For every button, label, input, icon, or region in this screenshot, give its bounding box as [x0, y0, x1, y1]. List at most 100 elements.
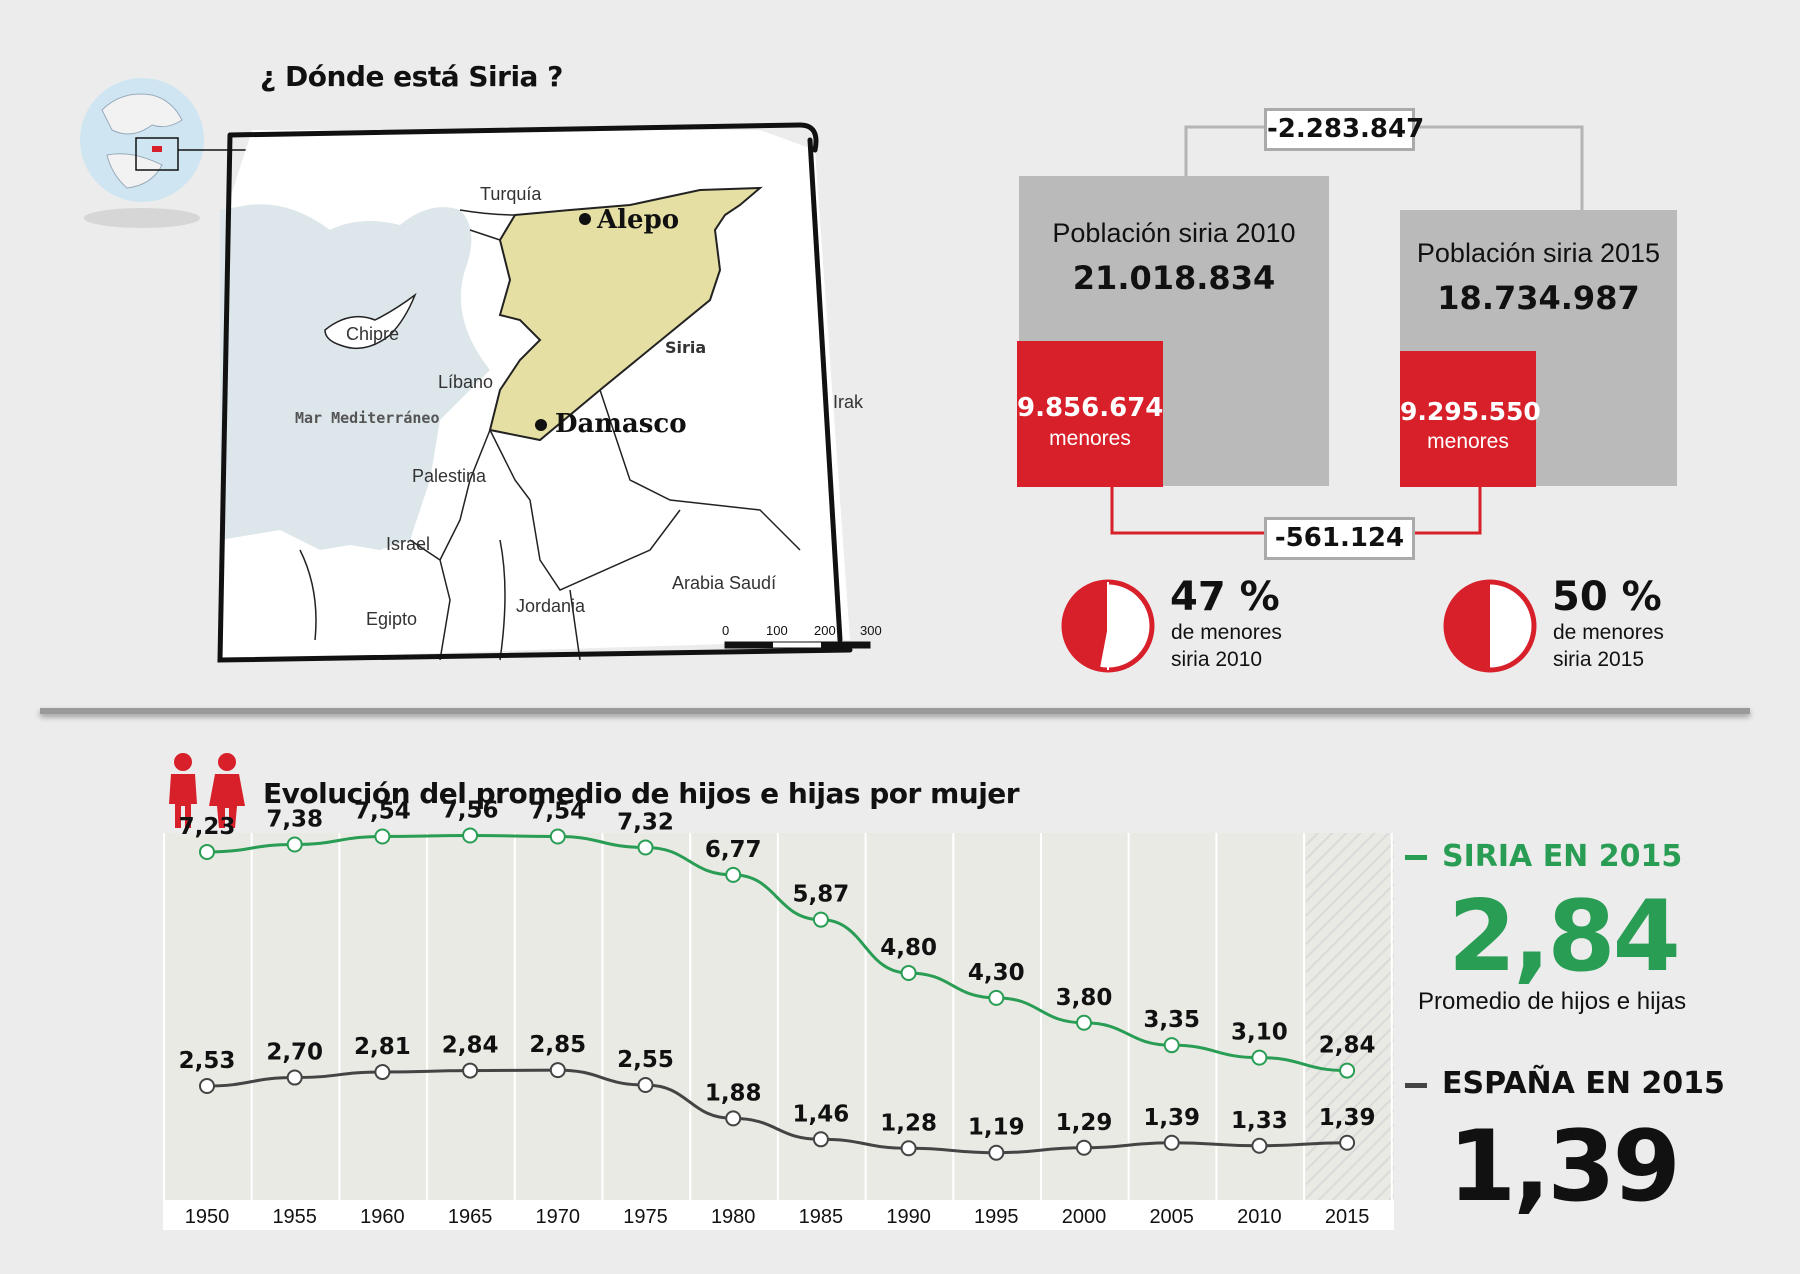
percent-2010-caption-1: de menores [1171, 621, 1282, 644]
syria-point [725, 866, 742, 883]
spain-point [462, 1062, 479, 1079]
syria-point [549, 828, 566, 845]
label-siria: Siria [665, 338, 706, 357]
percent-2010-caption-2: siria 2010 [1171, 648, 1263, 671]
map-frame [217, 122, 853, 663]
legend-spain-dash [1405, 1083, 1427, 1088]
diff-minors-box: -561.124 [1264, 517, 1415, 560]
x-tick-label: 1995 [974, 1206, 1019, 1228]
spain-point [900, 1140, 917, 1157]
percent-2010-caption: de menores siria 2010 [1171, 619, 1282, 673]
x-axis: 1950 1955 1960 1965 1970 1975 1980 1985 1990 1995… [164, 1200, 1394, 1230]
plot-area [164, 833, 1394, 1230]
x-tick-label: 2015 [1325, 1206, 1370, 1228]
section-divider [40, 708, 1750, 714]
syria-data-label: 5,87 [793, 882, 850, 908]
percent-2010: 47 % [1170, 574, 1280, 620]
minors-2010-value: 9.856.674 [1017, 393, 1164, 423]
spain-point [1339, 1134, 1356, 1151]
syria-point [374, 828, 391, 845]
x-tick-label: 1965 [448, 1206, 493, 1228]
percent-2015: 50 % [1552, 574, 1662, 620]
legend-syria-head: SIRIA EN 2015 [1442, 839, 1683, 874]
scale-tick-200: 200 [814, 623, 836, 638]
minors-2015-value: 9.295.550 [1400, 397, 1541, 426]
spain-point [1076, 1139, 1092, 1156]
spain-data-label: 2,84 [442, 1033, 499, 1059]
label-damasco: Damasco [555, 409, 687, 439]
spain-data-label: 1,29 [1056, 1110, 1113, 1136]
syria-data-label: 7,54 [529, 799, 586, 825]
damasco-dot [535, 419, 547, 431]
syria-data-label: 7,38 [266, 806, 323, 832]
spain-data-label: 1,39 [1319, 1105, 1376, 1131]
syria-point [637, 839, 654, 856]
population-2010-box: Población siria 2010 21.018.834 [1019, 176, 1329, 486]
spain-point [988, 1144, 1005, 1161]
label-chipre: Chipre [346, 324, 399, 344]
scale-tick-0: 0 [722, 623, 729, 638]
syria-point [1339, 1062, 1356, 1079]
highlight-2015 [1306, 833, 1394, 1230]
x-tick-label: 2010 [1237, 1206, 1282, 1228]
x-tick-label: 2005 [1149, 1206, 1194, 1228]
spain-point [637, 1077, 654, 1094]
x-tick-label: 1955 [272, 1206, 317, 1228]
spain-point [199, 1078, 215, 1095]
spain-data-label: 2,53 [179, 1048, 236, 1074]
label-arabia: Arabia Saudí [672, 573, 776, 593]
population-2010-label: Población siria 2010 [1052, 218, 1296, 248]
percent-2015-caption: de menores siria 2015 [1553, 619, 1664, 673]
x-tick-label: 1975 [623, 1206, 668, 1228]
legend-spain-value: 1,39 [1448, 1110, 1681, 1224]
fertility-title: Evolución del promedio de hijos e hijas … [263, 777, 1020, 810]
percent-2015-caption-1: de menores [1553, 621, 1664, 644]
label-irak: Irak [833, 392, 864, 412]
syria-point [988, 989, 1005, 1006]
spain-point [812, 1131, 829, 1148]
gridlines [163, 833, 1393, 1230]
scale-tick-100: 100 [766, 623, 788, 638]
diff-total-box: -2.283.847 [1264, 108, 1424, 151]
label-palestina: Palestina [412, 466, 487, 486]
spain-line [206, 1068, 1348, 1155]
spain-data-label: 1,19 [968, 1115, 1025, 1141]
percent-2015-caption-2: siria 2015 [1553, 648, 1645, 671]
syria-point [1076, 1014, 1092, 1031]
spain-data-label: 1,39 [1143, 1105, 1200, 1131]
syria-data-label: 3,80 [1056, 985, 1113, 1011]
label-turquia: Turquía [480, 184, 542, 204]
syria-series: 7,23 7,38 7,54 7,56 7,54 7,32 6,77 5,87 4,80 4,30… [179, 798, 1376, 1079]
spain-data-label: 1,33 [1231, 1108, 1288, 1134]
spain-data-label: 2,81 [354, 1034, 411, 1060]
x-tick-label: 1960 [360, 1206, 405, 1228]
scale-bar: 0 100 200 300 [722, 623, 882, 649]
minors-2015-box: 9.295.550 menores [1400, 351, 1541, 487]
syria-point [900, 964, 917, 981]
syria-data-label: 7,32 [617, 809, 674, 835]
label-libano: Líbano [438, 372, 493, 392]
label-jordania: Jordania [516, 596, 586, 616]
pie-2015 [1443, 579, 1537, 673]
population-2015-value: 18.734.987 [1437, 279, 1640, 317]
x-tick-label: 1950 [185, 1206, 230, 1228]
x-tick-label: 1980 [711, 1206, 756, 1228]
syria-data-label: 2,84 [1319, 1033, 1376, 1059]
spain-data-label: 1,88 [705, 1080, 762, 1106]
spain-data-label: 2,55 [617, 1047, 674, 1073]
map-title: ¿ Dónde está Siria ? [260, 60, 563, 93]
spain-data-label: 1,28 [880, 1110, 937, 1136]
population-2010-value: 21.018.834 [1072, 259, 1276, 297]
person-icons [169, 753, 245, 828]
population-2015-label: Población siria 2015 [1416, 238, 1661, 268]
label-mar: Mar Mediterráneo [295, 409, 440, 427]
spain-point [725, 1110, 742, 1127]
spain-point [1163, 1134, 1180, 1151]
syria-map: Turquía Alepo Chipre Siria Líbano Mar Me… [217, 122, 882, 663]
syria-data-label: 4,80 [880, 935, 937, 961]
label-alepo: Alepo [596, 205, 679, 235]
syria-point [199, 843, 215, 860]
syria-data-label: 7,23 [179, 814, 236, 840]
spain-point [1251, 1137, 1268, 1154]
